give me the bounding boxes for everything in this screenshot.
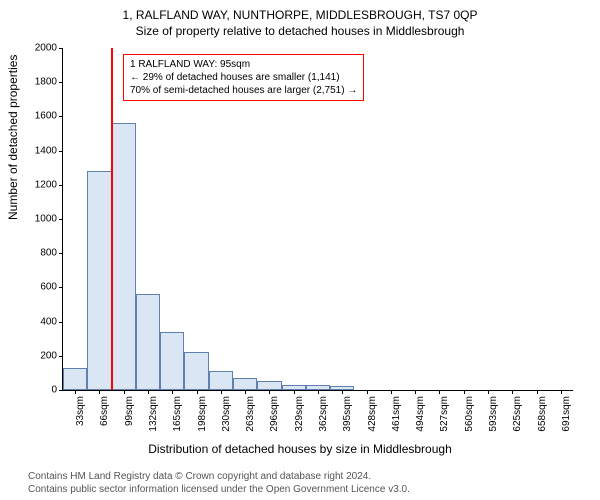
x-tick-label: 625sqm <box>512 396 523 432</box>
x-tick-mark <box>342 390 343 394</box>
y-tick-mark <box>59 287 63 288</box>
x-tick-label: 198sqm <box>197 396 208 432</box>
x-tick-mark <box>148 390 149 394</box>
y-tick-mark <box>59 390 63 391</box>
x-tick-label: 461sqm <box>391 396 402 432</box>
x-tick-mark <box>75 390 76 394</box>
x-tick-mark <box>537 390 538 394</box>
x-tick-label: 329sqm <box>294 396 305 432</box>
x-tick-label: 593sqm <box>488 396 499 432</box>
y-tick-mark <box>59 253 63 254</box>
histogram-bar <box>136 294 160 390</box>
x-axis-label: Distribution of detached houses by size … <box>0 442 600 456</box>
histogram-bar <box>184 352 208 390</box>
x-tick-label: 132sqm <box>148 396 159 432</box>
x-tick-mark <box>464 390 465 394</box>
annotation-box: 1 RALFLAND WAY: 95sqm← 29% of detached h… <box>123 54 364 101</box>
x-tick-label: 165sqm <box>172 396 183 432</box>
x-tick-mark <box>512 390 513 394</box>
y-tick-mark <box>59 322 63 323</box>
x-tick-mark <box>318 390 319 394</box>
histogram-bar <box>257 381 281 390</box>
x-tick-label: 560sqm <box>464 396 475 432</box>
x-tick-label: 362sqm <box>318 396 329 432</box>
histogram-bar <box>233 378 257 390</box>
x-tick-mark <box>197 390 198 394</box>
x-tick-label: 66sqm <box>99 396 110 426</box>
title-main: 1, RALFLAND WAY, NUNTHORPE, MIDDLESBROUG… <box>0 0 600 22</box>
y-tick-label: 600 <box>17 282 63 293</box>
y-tick-mark <box>59 356 63 357</box>
x-tick-mark <box>99 390 100 394</box>
x-tick-label: 527sqm <box>439 396 450 432</box>
y-tick-label: 200 <box>17 350 63 361</box>
property-marker-line <box>111 48 113 390</box>
x-tick-label: 230sqm <box>221 396 232 432</box>
y-tick-label: 1600 <box>17 111 63 122</box>
histogram-bar <box>63 368 87 390</box>
histogram-bar <box>160 332 184 390</box>
footer-line2: Contains public sector information licen… <box>28 483 410 496</box>
y-tick-mark <box>59 116 63 117</box>
x-tick-mark <box>294 390 295 394</box>
plot-area: 020040060080010001200140016001800200033s… <box>62 48 573 391</box>
y-tick-label: 0 <box>17 385 63 396</box>
y-tick-mark <box>59 219 63 220</box>
annotation-line: ← 29% of detached houses are smaller (1,… <box>130 71 357 84</box>
x-tick-label: 428sqm <box>367 396 378 432</box>
y-tick-mark <box>59 185 63 186</box>
x-tick-label: 33sqm <box>75 396 86 426</box>
footer-line1: Contains HM Land Registry data © Crown c… <box>28 470 410 483</box>
y-tick-label: 1200 <box>17 179 63 190</box>
y-tick-label: 2000 <box>17 43 63 54</box>
x-tick-mark <box>172 390 173 394</box>
annotation-line: 1 RALFLAND WAY: 95sqm <box>130 58 357 71</box>
histogram-bar <box>112 123 136 390</box>
x-tick-mark <box>561 390 562 394</box>
x-tick-mark <box>391 390 392 394</box>
annotation-line: 70% of semi-detached houses are larger (… <box>130 84 357 97</box>
x-tick-mark <box>269 390 270 394</box>
x-tick-mark <box>124 390 125 394</box>
y-tick-label: 1400 <box>17 145 63 156</box>
x-tick-label: 494sqm <box>415 396 426 432</box>
x-tick-label: 395sqm <box>342 396 353 432</box>
x-tick-mark <box>245 390 246 394</box>
y-tick-mark <box>59 82 63 83</box>
y-tick-label: 800 <box>17 248 63 259</box>
y-tick-label: 1800 <box>17 77 63 88</box>
histogram-bar <box>87 171 111 390</box>
x-tick-label: 691sqm <box>561 396 572 432</box>
y-tick-mark <box>59 151 63 152</box>
x-tick-mark <box>488 390 489 394</box>
chart-container: 1, RALFLAND WAY, NUNTHORPE, MIDDLESBROUG… <box>0 0 600 500</box>
x-tick-mark <box>439 390 440 394</box>
x-tick-label: 658sqm <box>537 396 548 432</box>
title-sub: Size of property relative to detached ho… <box>0 22 600 38</box>
x-tick-label: 263sqm <box>245 396 256 432</box>
x-tick-mark <box>367 390 368 394</box>
histogram-bar <box>209 371 233 390</box>
y-tick-mark <box>59 48 63 49</box>
y-tick-label: 1000 <box>17 214 63 225</box>
y-tick-label: 400 <box>17 316 63 327</box>
x-tick-label: 296sqm <box>269 396 280 432</box>
x-tick-mark <box>415 390 416 394</box>
x-tick-label: 99sqm <box>124 396 135 426</box>
footer-attribution: Contains HM Land Registry data © Crown c… <box>28 470 410 496</box>
x-tick-mark <box>221 390 222 394</box>
